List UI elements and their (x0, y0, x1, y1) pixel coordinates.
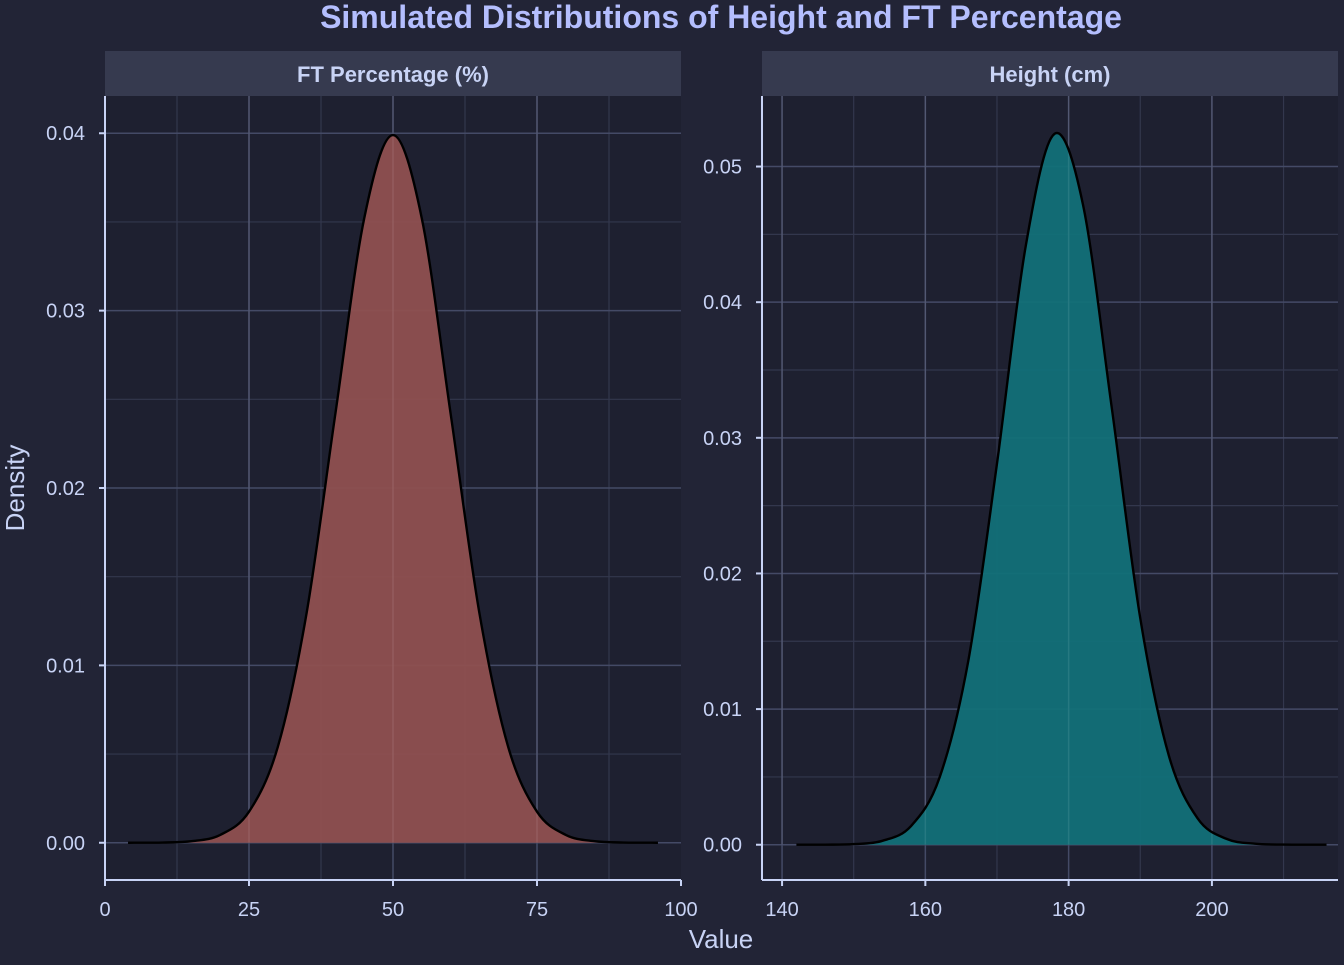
y-tick-label: 0.03 (703, 428, 742, 450)
y-tick-label: 0.00 (703, 835, 742, 857)
y-tick-label: 0.02 (46, 478, 85, 500)
y-tick-label: 0.04 (703, 292, 742, 314)
x-tick-label: 140 (765, 899, 798, 921)
panels: FT Percentage (%) 0 25 50 75 100 0.00 0.01 0.02 0… (46, 51, 1338, 921)
density-line (796, 131, 1327, 846)
density-line (128, 133, 658, 844)
panel-2: Height (cm) 140 160 180 200 0.00 0.01 0.02 0.03 0… (703, 51, 1338, 921)
strip-background (762, 51, 1338, 96)
y-tick-label: 0.01 (703, 699, 742, 721)
y-tick-label: 0.03 (46, 301, 85, 323)
density-area (796, 133, 1327, 845)
panel-1: FT Percentage (%) 0 25 50 75 100 0.00 0.01 0.02 0… (46, 51, 698, 921)
x-tick-label: 180 (1052, 899, 1085, 921)
y-tick-label: 0.00 (46, 833, 85, 855)
x-tick-label: 160 (909, 899, 942, 921)
x-tick-label: 75 (526, 899, 548, 921)
y-tick-label: 0.04 (46, 123, 85, 145)
x-tick-label: 25 (238, 899, 260, 921)
strip-background (105, 51, 681, 96)
x-tick-label: 0 (99, 899, 110, 921)
density-area (128, 135, 658, 843)
x-axis-label: Value (689, 924, 754, 954)
x-tick-label: 200 (1195, 899, 1228, 921)
x-tick-label: 50 (382, 899, 404, 921)
strip-label: FT Percentage (%) (297, 62, 489, 87)
y-tick-label: 0.02 (703, 563, 742, 585)
y-tick-label: 0.01 (46, 655, 85, 677)
strip-label: Height (cm) (990, 62, 1111, 87)
y-tick-label: 0.05 (703, 157, 742, 179)
x-tick-label: 100 (664, 899, 697, 921)
chart-title: Simulated Distributions of Height and FT… (320, 0, 1122, 35)
y-axis-label: Density (0, 445, 30, 532)
